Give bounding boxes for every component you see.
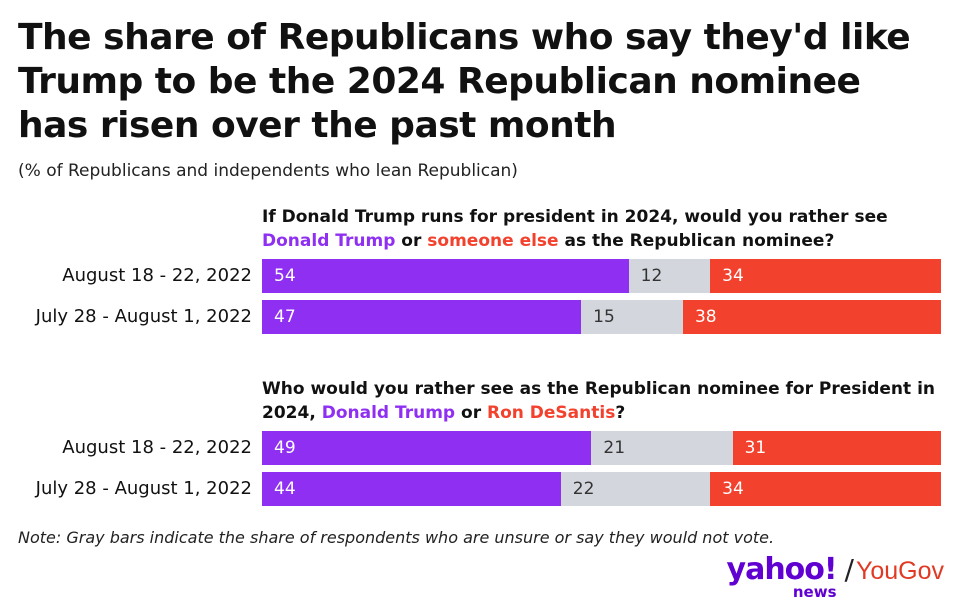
bar-value-label: 31	[744, 438, 767, 458]
bar-segment-option-a: 47	[262, 300, 582, 334]
yougov-logo: YouGov	[855, 557, 944, 585]
logo-divider: /	[844, 553, 854, 586]
question-1-middle: or	[395, 231, 428, 251]
stacked-bar: 49 21 31	[262, 431, 941, 465]
yahoo-news-logo: yahoo! news	[727, 553, 845, 603]
question-2: Who would you rather see as the Republic…	[262, 377, 952, 425]
bar-segment-neither: 15	[581, 300, 683, 334]
news-wordmark: news	[792, 583, 837, 601]
row-label: August 18 - 22, 2022	[62, 265, 252, 286]
bar-value-label: 15	[593, 307, 615, 327]
bar-segment-option-a: 49	[262, 431, 592, 465]
row-label: July 28 - August 1, 2022	[35, 306, 252, 327]
bar-segment-option-b: 34	[710, 472, 941, 506]
question-1-option-a: Donald Trump	[262, 231, 396, 251]
question-2-option-a: Donald Trump	[321, 403, 456, 423]
bar-segment-neither: 22	[560, 472, 711, 506]
bar-segment-option-a: 54	[262, 259, 629, 293]
row-label: July 28 - August 1, 2022	[35, 478, 252, 499]
publisher-logos: yahoo! news / YouGov	[727, 553, 944, 603]
bar-value-label: 34	[722, 266, 744, 286]
bar-segment-option-b: 38	[682, 300, 941, 334]
question-1-prefix: If Donald Trump runs for president in 20…	[262, 207, 888, 227]
row-label: August 18 - 22, 2022	[62, 437, 252, 458]
question-2-prefix: Who would you rather see as the Republic…	[262, 379, 935, 423]
bar-value-label: 22	[572, 479, 595, 499]
question-1-option-b: someone else	[427, 231, 559, 251]
chart-title: The share of Republicans who say they'd …	[18, 17, 911, 146]
bar-value-label: 21	[603, 438, 626, 458]
bar-value-label: 44	[274, 479, 296, 499]
bar-value-label: 34	[722, 479, 744, 499]
bar-segment-option-b: 34	[710, 259, 941, 293]
bar-segment-neither: 12	[628, 259, 711, 293]
stacked-bar: 47 15 38	[262, 300, 941, 334]
bar-value-label: 38	[694, 307, 717, 327]
question-2-middle: or	[455, 403, 487, 423]
bar-value-label: 47	[274, 307, 296, 327]
question-1: If Donald Trump runs for president in 20…	[262, 205, 952, 253]
question-2-option-b: Ron DeSantis	[487, 403, 616, 423]
question-2-suffix: ?	[615, 403, 626, 423]
bar-segment-neither: 21	[591, 431, 733, 465]
chart-subtitle: (% of Republicans and independents who l…	[18, 161, 518, 181]
bar-value-label: 49	[274, 438, 296, 458]
stacked-bar: 44 22 34	[262, 472, 941, 506]
stacked-bar: 54 12 34	[262, 259, 941, 293]
chart-note: Note: Gray bars indicate the share of re…	[18, 528, 775, 547]
bar-value-label: 54	[274, 266, 296, 286]
yahoo-wordmark: yahoo!	[726, 552, 838, 587]
bar-segment-option-b: 31	[732, 431, 941, 465]
bar-value-label: 12	[640, 266, 663, 286]
question-1-suffix: as the Republican nominee?	[558, 231, 835, 251]
bar-segment-option-a: 44	[262, 472, 561, 506]
